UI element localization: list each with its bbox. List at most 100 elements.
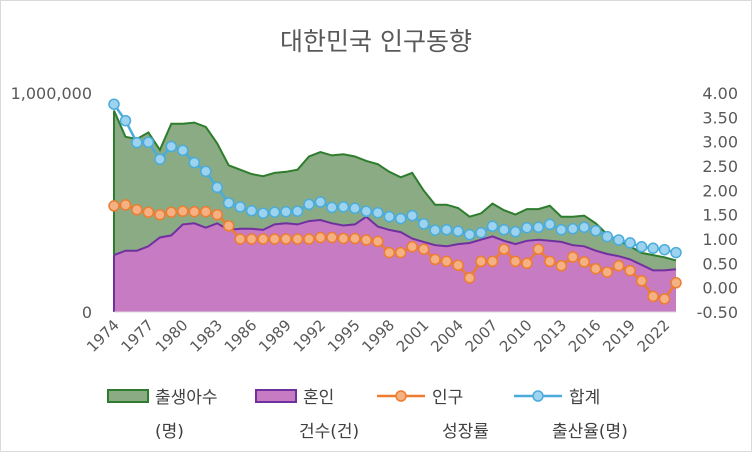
point-fertility	[360, 205, 373, 218]
point-fertility	[567, 223, 579, 235]
y-right-tick-label: 1.00	[702, 230, 738, 249]
point-growth	[108, 200, 120, 212]
x-tick-label: 1992	[290, 316, 330, 356]
legend-swatch-births	[107, 389, 149, 403]
point-growth	[200, 205, 212, 218]
x-tick-label: 2010	[496, 316, 536, 356]
point-fertility	[280, 205, 292, 218]
point-growth	[658, 293, 671, 305]
x-tick-label: 1986	[221, 316, 261, 356]
x-tick-label: 1974	[83, 316, 123, 356]
point-growth	[234, 233, 246, 245]
legend-label-marriages: 혼인	[303, 388, 334, 408]
point-fertility	[257, 207, 269, 219]
x-tick-label: 2019	[599, 316, 639, 356]
point-growth	[452, 259, 464, 272]
legend-sublabel-fertility: 출산율(명)	[552, 422, 628, 442]
point-fertility	[142, 136, 155, 148]
legend-label-fertility: 합계	[569, 388, 600, 408]
point-growth	[486, 255, 499, 268]
point-fertility	[200, 165, 212, 178]
point-growth	[463, 272, 476, 284]
point-growth	[555, 260, 568, 272]
point-growth	[624, 264, 636, 277]
point-fertility	[521, 222, 533, 234]
point-growth	[440, 255, 453, 268]
point-growth	[131, 204, 143, 216]
point-fertility	[177, 144, 189, 157]
y-right-tick-label: 1.50	[702, 206, 738, 225]
point-fertility	[475, 226, 487, 239]
point-fertility	[486, 220, 499, 233]
point-growth	[211, 208, 223, 221]
point-fertility	[544, 218, 556, 231]
point-fertility	[532, 221, 545, 234]
point-growth	[303, 233, 315, 245]
point-growth	[349, 232, 361, 245]
x-tick-label: 2004	[427, 316, 467, 356]
point-fertility	[440, 224, 453, 236]
point-fertility	[624, 237, 636, 249]
point-growth	[337, 232, 350, 245]
point-fertility	[349, 202, 361, 215]
point-growth	[372, 235, 384, 248]
point-fertility	[417, 218, 430, 230]
point-fertility	[291, 205, 304, 218]
point-fertility	[612, 234, 625, 246]
point-fertility	[589, 224, 602, 237]
point-growth	[245, 233, 258, 245]
point-fertility	[119, 114, 132, 127]
point-growth	[601, 266, 613, 278]
point-fertility	[337, 201, 350, 213]
point-growth	[498, 243, 510, 255]
y-right-tick-label: 3.00	[702, 133, 738, 152]
point-growth	[119, 199, 132, 211]
point-fertility	[108, 98, 120, 110]
point-fertility	[509, 225, 522, 238]
point-growth	[670, 277, 682, 289]
point-fertility	[394, 212, 407, 225]
point-fertility	[154, 153, 166, 165]
point-fertility	[234, 201, 246, 213]
legend-sublabel-growth: 성장률	[442, 422, 489, 442]
legend-sublabel-births: (명)	[155, 422, 184, 442]
x-tick-label: 2022	[634, 316, 674, 356]
point-fertility	[372, 206, 384, 219]
point-fertility	[452, 225, 464, 237]
x-tick-label: 1989	[255, 316, 295, 356]
y-left-tick-label: 0	[82, 303, 92, 322]
legend-marker-fertility	[532, 390, 544, 402]
point-growth	[521, 257, 533, 270]
point-fertility	[670, 246, 682, 259]
point-fertility	[303, 198, 315, 211]
x-tick-label: 1998	[358, 316, 398, 356]
point-fertility	[131, 136, 143, 149]
point-fertility	[555, 224, 568, 236]
point-growth	[589, 262, 602, 275]
x-tick-label: 2007	[462, 316, 502, 356]
x-tick-label: 2016	[565, 316, 605, 356]
x-tick-label: 1980	[152, 316, 192, 356]
point-growth	[314, 231, 327, 244]
point-growth	[142, 206, 155, 218]
point-fertility	[406, 209, 418, 222]
point-fertility	[429, 224, 441, 236]
legend-swatch-marriages	[255, 389, 297, 403]
chart-title: 대한민국 인구동향	[280, 27, 472, 56]
point-growth	[222, 220, 235, 232]
point-growth	[406, 241, 418, 253]
point-fertility	[188, 156, 201, 169]
point-growth	[383, 246, 396, 259]
point-growth	[177, 205, 189, 218]
point-growth	[635, 275, 648, 287]
point-fertility	[658, 243, 671, 256]
point-growth	[257, 233, 269, 245]
y-right-tick-label: 0.00	[702, 279, 738, 298]
point-growth	[612, 260, 625, 272]
point-fertility	[383, 210, 396, 223]
point-growth	[475, 255, 487, 268]
point-fertility	[165, 140, 178, 153]
point-growth	[268, 233, 281, 245]
legend-label-growth: 인구	[432, 388, 463, 408]
